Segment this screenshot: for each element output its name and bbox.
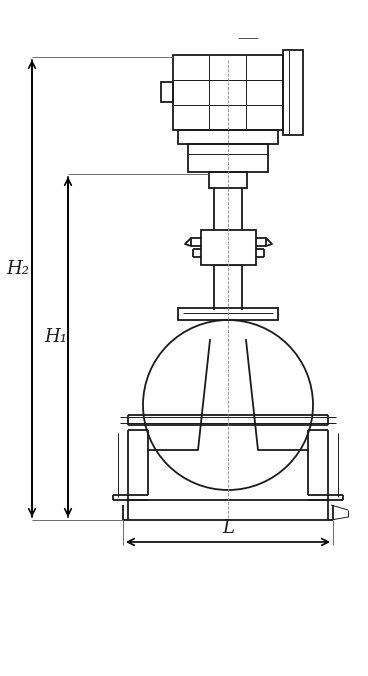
- Bar: [161, 82, 173, 102]
- Bar: [173, 55, 283, 130]
- Text: H₁: H₁: [45, 328, 67, 346]
- Bar: [188, 144, 268, 172]
- Bar: [201, 230, 256, 265]
- Bar: [209, 172, 247, 188]
- Text: H₂: H₂: [7, 260, 29, 278]
- Bar: [178, 130, 278, 144]
- Bar: [283, 50, 303, 135]
- Bar: [178, 308, 278, 320]
- Text: L: L: [222, 519, 234, 537]
